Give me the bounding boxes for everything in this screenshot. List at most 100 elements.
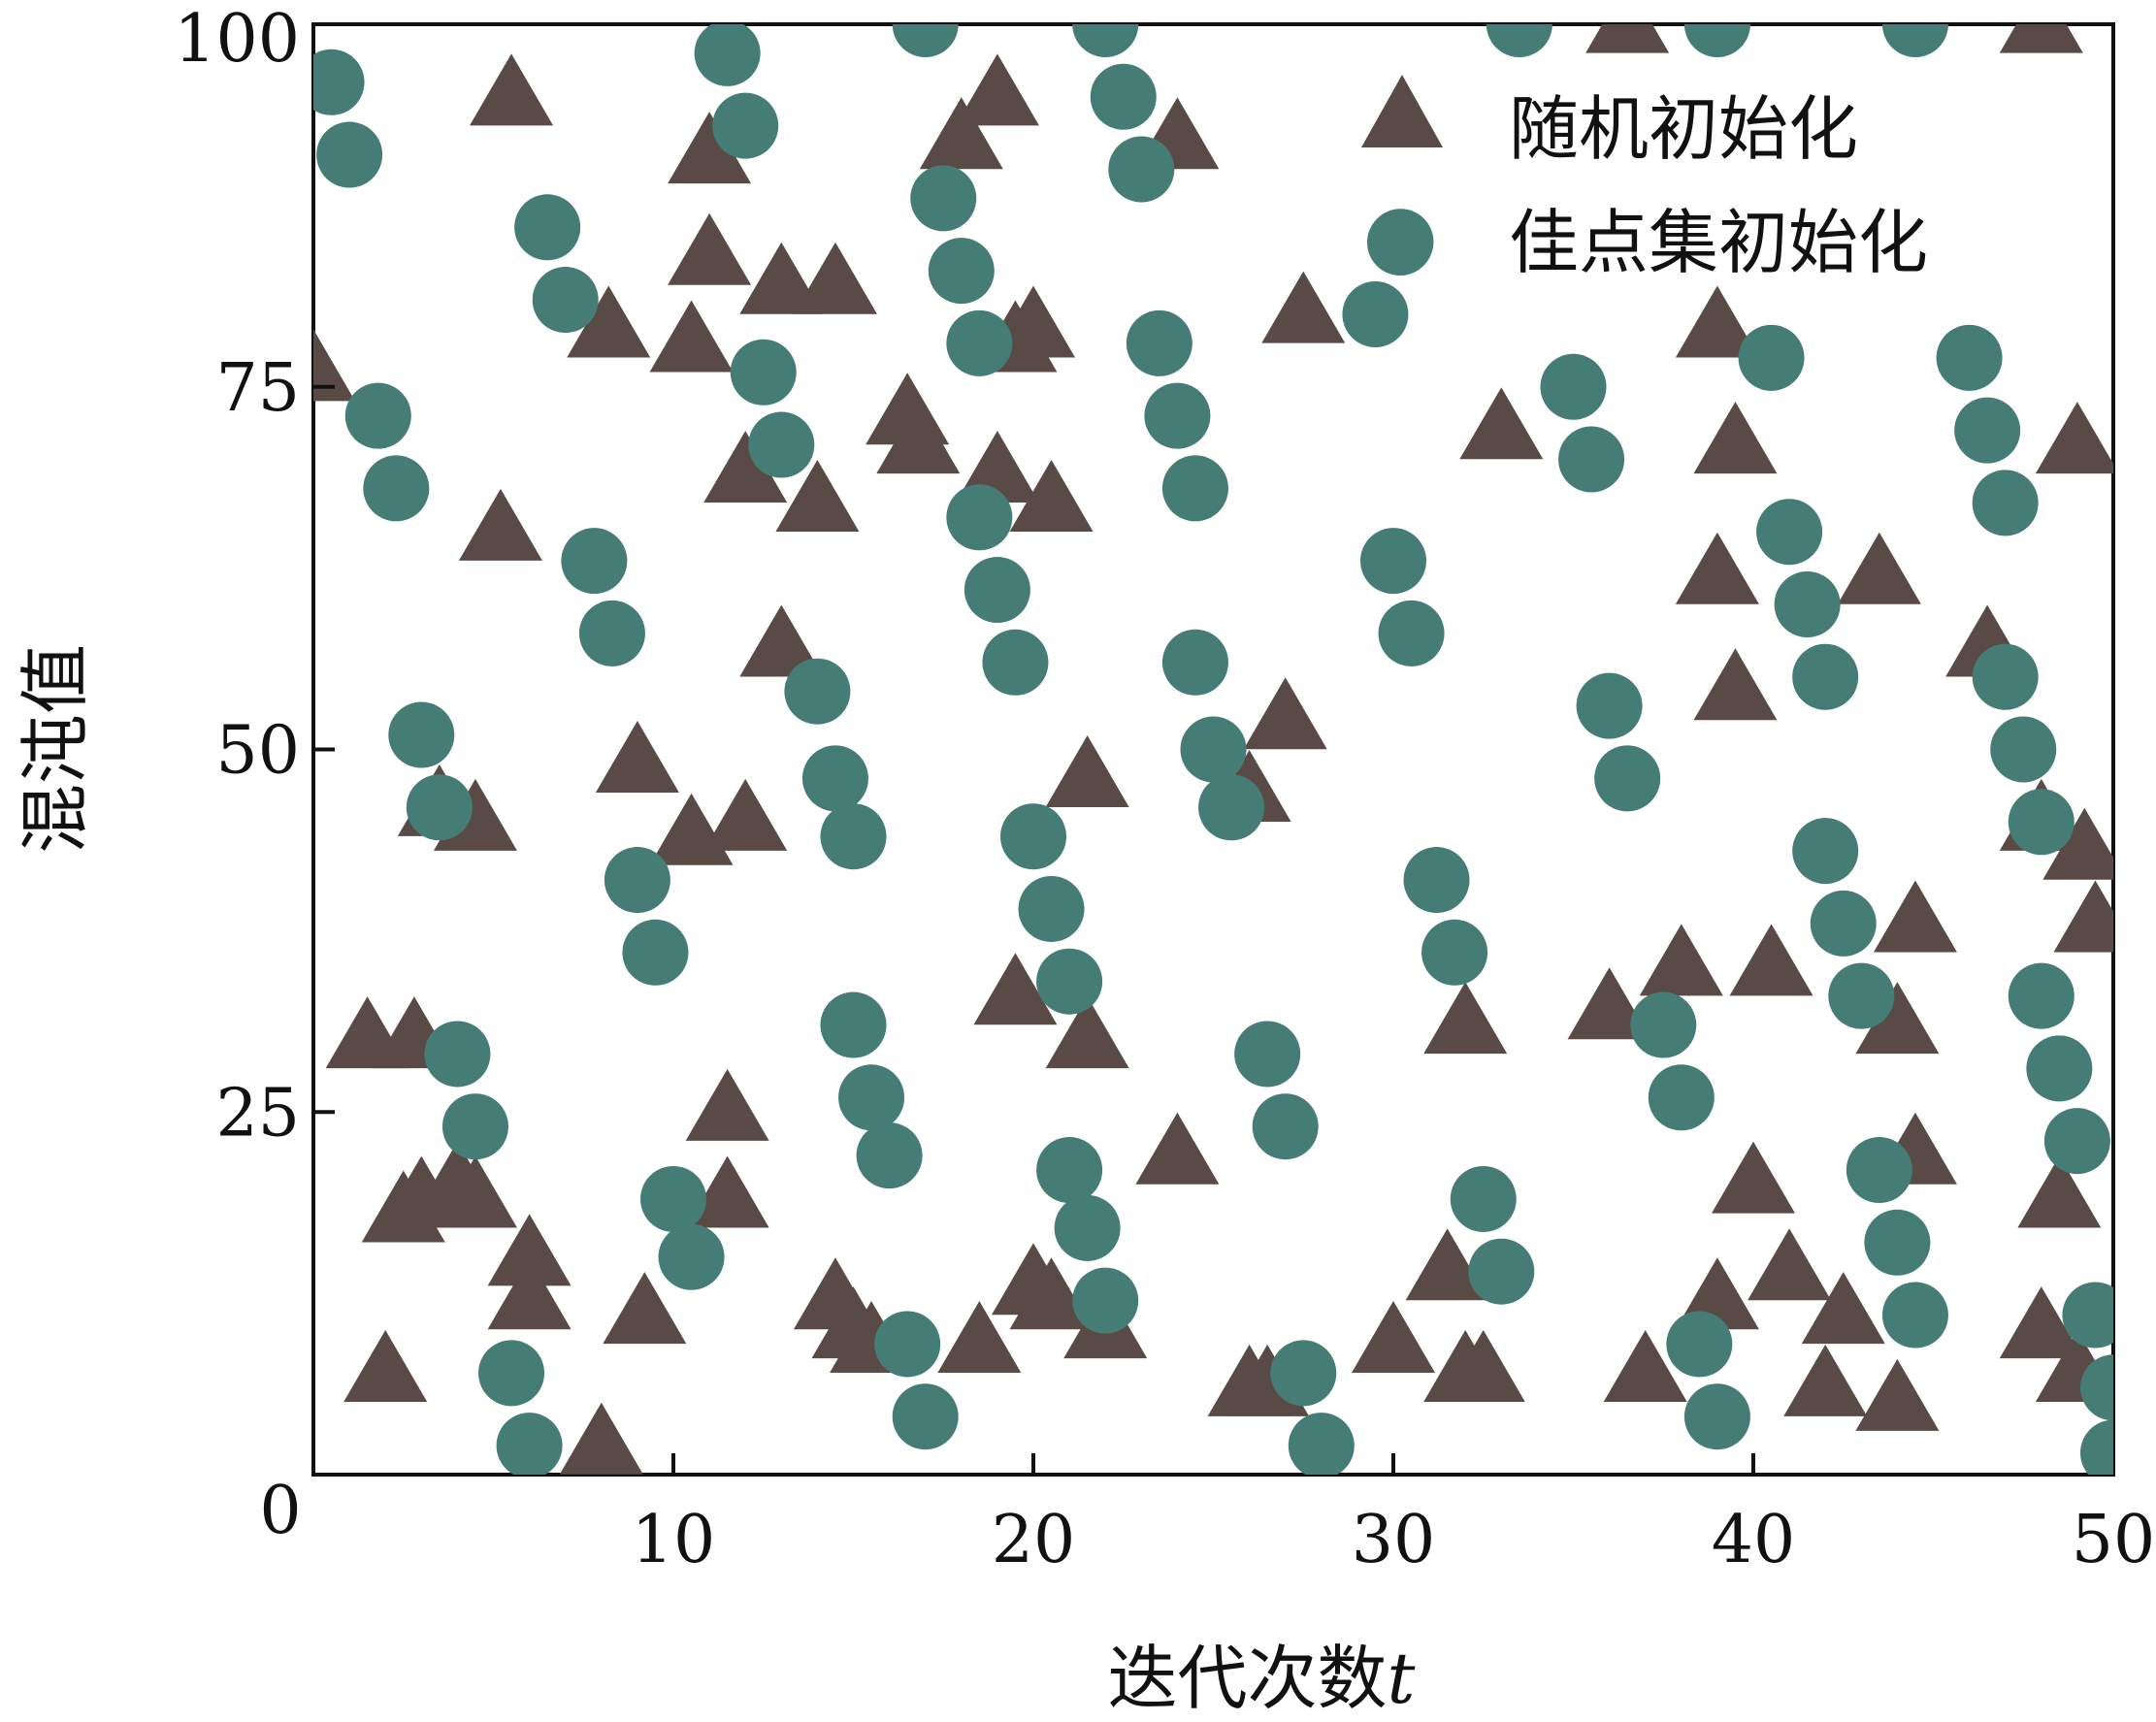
- goodpoint-init-point: [1630, 991, 1697, 1058]
- goodpoint-init-point: [561, 528, 628, 595]
- goodpoint-init-point: [874, 1311, 941, 1378]
- random-init-point: [775, 459, 860, 532]
- goodpoint-init-point: [1881, 1282, 1948, 1348]
- goodpoint-init-point: [1846, 1137, 1912, 1204]
- random-init-point: [1009, 459, 1094, 532]
- random-init-point: [992, 285, 1075, 358]
- goodpoint-init-point: [622, 919, 689, 986]
- random-init-point: [703, 778, 788, 851]
- goodpoint-init-point: [1198, 774, 1265, 841]
- legend-circle-icon: [1367, 210, 1433, 276]
- goodpoint-init-point: [1270, 1340, 1337, 1407]
- goodpoint-init-point: [820, 803, 887, 870]
- axis-ticks: 0 10 20 30 40 50 25 50 75 100: [174, 1, 2155, 1578]
- x-tick-label: 20: [992, 1502, 1076, 1578]
- goodpoint-init-point: [1576, 672, 1643, 739]
- random-init-point: [458, 488, 542, 561]
- goodpoint-init-point: [1683, 24, 1750, 57]
- goodpoint-init-point: [892, 24, 959, 57]
- goodpoint-init-point: [694, 24, 761, 86]
- goodpoint-init-point: [1126, 309, 1192, 376]
- random-init-point: [1135, 1112, 1220, 1185]
- random-init-point: [793, 242, 877, 314]
- random-init-point: [1441, 1329, 1525, 1402]
- x-axis-label-text: 迭代次数: [1108, 1638, 1388, 1719]
- random-init-point: [567, 285, 651, 358]
- goodpoint-init-point: [1468, 1238, 1535, 1305]
- random-init-point: [1693, 648, 1778, 721]
- goodpoint-init-point: [2080, 1354, 2113, 1421]
- x-axis-label: 迭代次数t: [1108, 1638, 1417, 1719]
- random-init-point: [1693, 402, 1778, 474]
- random-init-point: [739, 604, 824, 677]
- random-init-point: [1999, 1286, 2083, 1359]
- goodpoint-init-point: [1990, 716, 2057, 783]
- random-init-point: [973, 953, 1058, 1025]
- goodpoint-init-point: [1108, 136, 1175, 203]
- goodpoint-init-point: [1252, 1093, 1319, 1160]
- goodpoint-init-point: [1072, 1267, 1139, 1334]
- random-init-point: [1873, 880, 1957, 953]
- goodpoint-init-point: [2026, 1035, 2093, 1102]
- random-init-point: [1748, 1228, 1832, 1301]
- random-init-point: [487, 1257, 572, 1330]
- legend: 随机初始化 佳点集初始化: [1361, 75, 1928, 283]
- goodpoint-init-point: [712, 92, 779, 159]
- random-init-point: [1999, 24, 2083, 53]
- goodpoint-init-point: [892, 1383, 959, 1450]
- goodpoint-init-point: [1378, 600, 1445, 666]
- x-tick-label: 40: [1712, 1502, 1796, 1578]
- random-init-point: [1459, 387, 1544, 460]
- random-init-point: [1045, 735, 1129, 807]
- random-init-point: [1261, 271, 1346, 343]
- goodpoint-init-point: [1072, 24, 1139, 57]
- random-init-point: [1423, 982, 1508, 1055]
- random-init-point: [1585, 24, 1670, 53]
- random-init-point: [2017, 1155, 2102, 1228]
- goodpoint-init-point: [1036, 1137, 1103, 1204]
- random-init-point: [685, 1068, 769, 1141]
- x-tick-label: 0: [259, 1473, 301, 1549]
- random-init-point: [649, 300, 734, 373]
- random-init-point: [313, 329, 355, 402]
- y-tick-label: 50: [215, 713, 300, 790]
- goodpoint-init-point: [1054, 1194, 1121, 1261]
- random-init-point: [1009, 1257, 1094, 1330]
- random-init-point: [1837, 532, 1921, 604]
- goodpoint-init-point: [1738, 324, 1805, 391]
- goodpoint-init-point: [1972, 470, 2039, 536]
- random-init-point: [1855, 1358, 1940, 1431]
- goodpoint-init-point: [441, 1093, 508, 1160]
- goodpoint-init-point: [2080, 1419, 2113, 1475]
- random-init-point: [1405, 1228, 1489, 1301]
- goodpoint-init-point: [1594, 745, 1661, 812]
- goodpoint-init-point: [1036, 948, 1103, 1015]
- goodpoint-init-point: [313, 49, 365, 115]
- x-tick-label: 30: [1352, 1502, 1436, 1578]
- goodpoint-init-point: [801, 745, 868, 812]
- goodpoint-init-point: [1090, 63, 1157, 130]
- random-init-point: [2053, 880, 2113, 953]
- goodpoint-init-point: [496, 1413, 563, 1475]
- goodpoint-init-point: [1792, 643, 1859, 710]
- random-init-point: [487, 1214, 572, 1286]
- goodpoint-init-point: [2008, 962, 2074, 1029]
- goodpoint-init-point: [1288, 1413, 1355, 1475]
- random-init-point: [937, 1301, 1022, 1374]
- y-axis-label: 混沌值: [15, 644, 96, 854]
- goodpoint-init-point: [838, 1064, 905, 1131]
- goodpoint-init-point: [658, 1223, 725, 1290]
- goodpoint-init-point: [1161, 629, 1228, 696]
- x-tick-label: 50: [2072, 1502, 2156, 1578]
- goodpoint-init-point: [1936, 324, 2003, 391]
- goodpoint-init-point: [820, 991, 887, 1058]
- goodpoint-init-point: [730, 339, 797, 406]
- goodpoint-init-point: [928, 238, 995, 305]
- goodpoint-init-point: [946, 309, 1013, 376]
- random-init-point: [1352, 1301, 1435, 1374]
- goodpoint-init-point: [1792, 818, 1859, 885]
- goodpoint-init-point: [604, 847, 670, 914]
- goodpoint-init-point: [532, 267, 599, 334]
- random-init-point: [1855, 982, 1940, 1055]
